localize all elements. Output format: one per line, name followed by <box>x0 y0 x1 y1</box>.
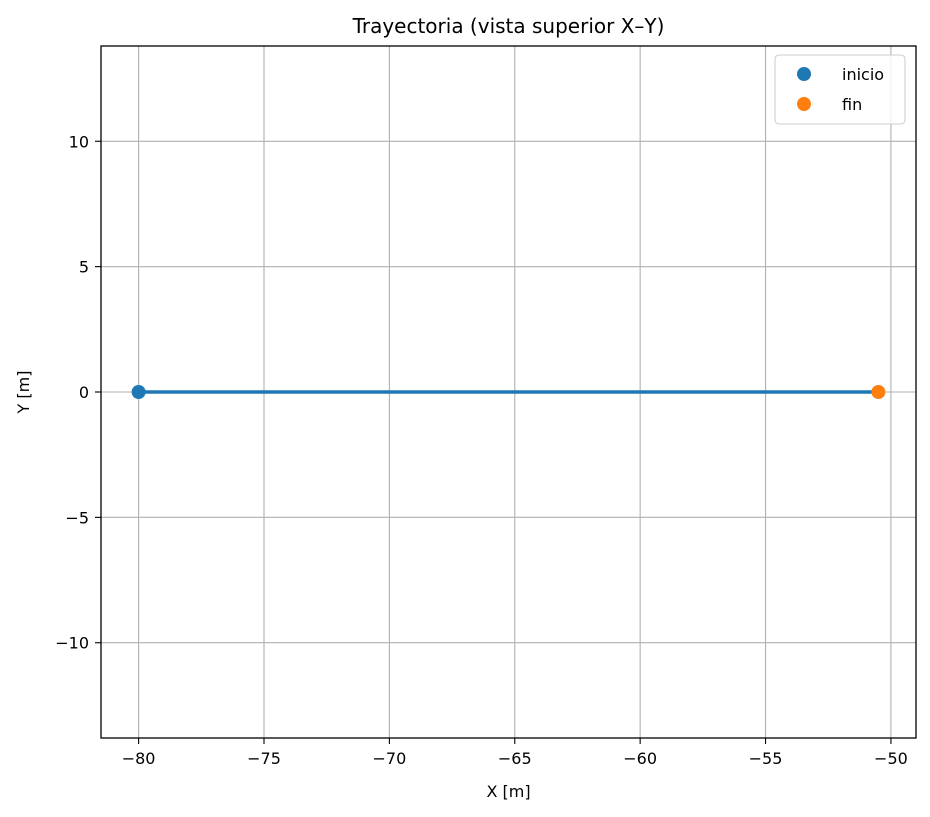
y-tick-label: −5 <box>65 508 89 527</box>
x-tick-label: −65 <box>498 749 532 768</box>
x-tick-label: −55 <box>749 749 783 768</box>
legend-marker-fin <box>797 97 811 111</box>
x-tick-label: −75 <box>247 749 281 768</box>
legend: inicio fin <box>774 54 906 125</box>
legend-label-inicio: inicio <box>842 65 884 84</box>
marker-inicio <box>131 385 146 399</box>
y-tick-label: 10 <box>69 132 89 151</box>
y-tick-label: −10 <box>55 634 89 653</box>
x-tick-label: −80 <box>122 749 156 768</box>
series-layer <box>131 385 886 399</box>
y-axis-label: Y [m] <box>14 371 33 415</box>
x-axis-label: X [m] <box>486 782 530 801</box>
legend-label-fin: fin <box>842 95 862 114</box>
x-tick-label: −60 <box>623 749 657 768</box>
y-tick-label: 0 <box>79 383 89 402</box>
marker-fin <box>871 385 886 399</box>
x-tick-label: −50 <box>874 749 908 768</box>
x-axis-ticks: −80 −75 −70 −65 −60 −55 −50 <box>122 738 908 768</box>
chart-title: Trayectoria (vista superior X–Y) <box>352 14 665 38</box>
x-tick-label: −70 <box>373 749 407 768</box>
y-axis-ticks: −10 −5 0 5 10 <box>55 132 101 653</box>
legend-box <box>774 54 906 125</box>
y-tick-label: 5 <box>79 258 89 277</box>
legend-marker-inicio <box>797 67 811 81</box>
